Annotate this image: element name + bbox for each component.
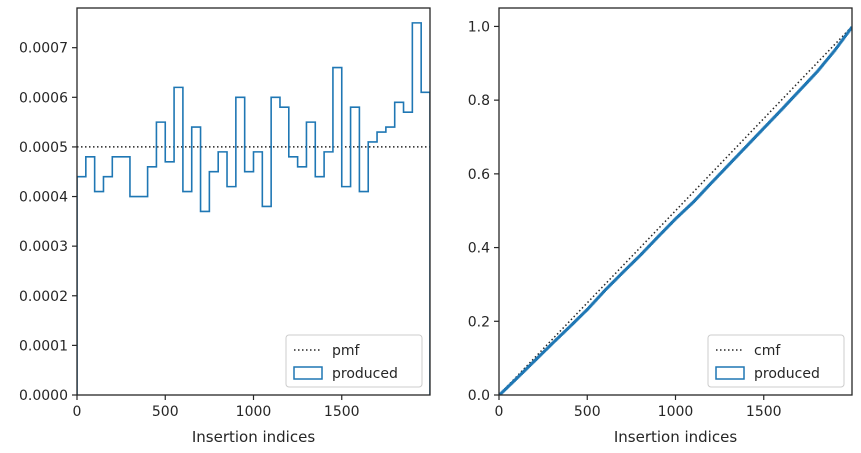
plot-area (499, 25, 852, 395)
produced-histogram-step (77, 22, 430, 395)
legend-label: pmf (332, 343, 361, 359)
y-tick-label: 0.0004 (19, 190, 68, 206)
x-tick-label: 500 (574, 404, 601, 420)
y-tick-label: 0.2 (468, 314, 490, 330)
legend-label: produced (332, 366, 398, 382)
y-tick-label: 0.4 (468, 241, 490, 257)
legend-patch-swatch (715, 366, 745, 380)
legend-box (707, 334, 845, 388)
y-tick-label: 0.0000 (19, 388, 68, 404)
y-tick-label: 0.0005 (19, 140, 68, 156)
y-tick-label: 0.0006 (19, 90, 68, 106)
y-tick-label: 0.6 (468, 167, 490, 183)
x-axis-label: Insertion indices (192, 428, 315, 446)
cmf-reference-line (499, 25, 852, 395)
y-tick-label: 0.0001 (19, 338, 68, 354)
x-tick-label: 1000 (236, 404, 272, 420)
y-tick-label: 0.8 (468, 93, 490, 109)
x-tick-label: 1500 (746, 404, 782, 420)
plot-panel-right: 0 500 1000 1500 0.0 0.2 0.4 0.6 0.8 1.0 Insertion … (468, 7, 853, 446)
plot-panel-left: 0 500 1000 1500 0.0000 0.0001 0.0002 0.0003 0.00… (19, 7, 431, 446)
plot-area (77, 22, 430, 395)
y-tick-label: 0.0 (468, 388, 490, 404)
y-tick-label: 0.0002 (19, 289, 68, 305)
legend: cmf produced (707, 334, 845, 388)
x-tick-label: 1500 (324, 404, 360, 420)
y-tick-label: 1.0 (468, 19, 490, 35)
legend-patch-swatch (293, 366, 323, 380)
x-axis-label: Insertion indices (614, 428, 737, 446)
y-tick-label: 0.0003 (19, 239, 68, 255)
x-tick-label: 1000 (658, 404, 694, 420)
x-tick-label: 0 (73, 404, 82, 420)
legend-box (285, 334, 423, 388)
produced-cumulative-step (499, 26, 852, 395)
y-tick-label: 0.0007 (19, 41, 68, 57)
legend-label: cmf (754, 343, 781, 359)
x-tick-label: 500 (152, 404, 179, 420)
legend: pmf produced (285, 334, 423, 388)
x-tick-label: 0 (495, 404, 504, 420)
legend-label: produced (754, 366, 820, 382)
